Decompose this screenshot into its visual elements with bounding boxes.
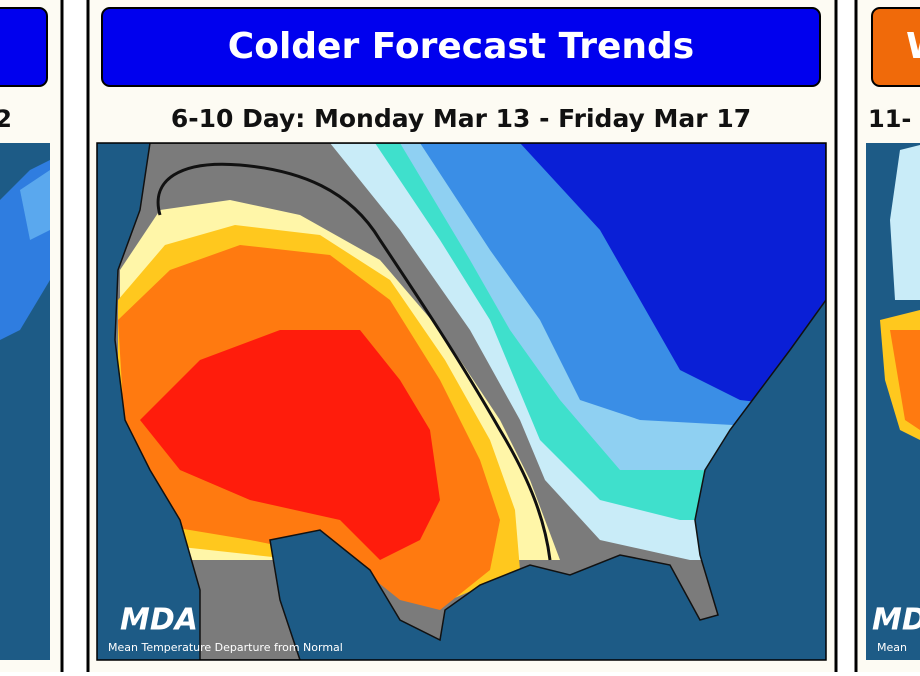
subtitle: 6-10 Day: Monday Mar 13 - Friday Mar 17: [171, 104, 751, 133]
header-title: W: [906, 26, 920, 67]
header-bar: [101, 7, 821, 87]
caption: Mean Temperature Departure from Normal: [108, 641, 343, 654]
header-bar: [0, 7, 48, 87]
subtitle: 11-: [868, 105, 911, 133]
logo: MDA: [872, 603, 920, 638]
header-bar: [871, 7, 920, 87]
caption: Mean: [877, 641, 907, 654]
header-title: Colder Forecast Trends: [228, 26, 694, 67]
subtitle: 2: [0, 105, 12, 133]
map: [97, 143, 826, 660]
logo: MDA: [120, 603, 198, 638]
